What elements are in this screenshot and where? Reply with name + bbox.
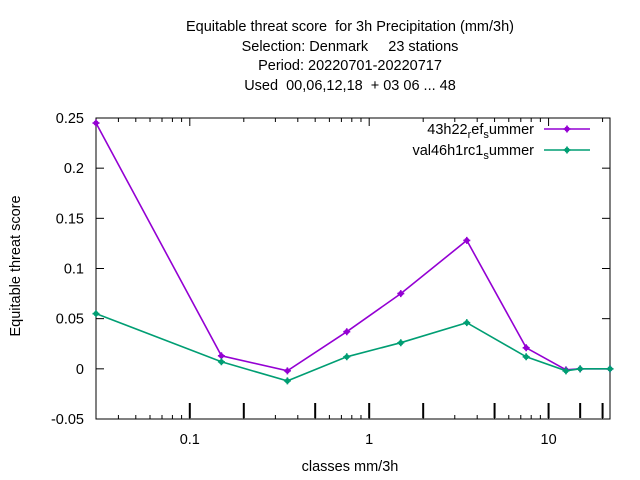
data-point-cross <box>606 365 614 373</box>
data-point-cross <box>563 125 571 133</box>
y-tick-label: 0.25 <box>56 111 84 127</box>
data-point-cross <box>576 365 584 373</box>
data-point-cross <box>283 377 291 385</box>
legend-entry: val46h1rc1summer <box>412 143 590 162</box>
data-point-cross <box>92 119 100 127</box>
y-tick-label: 0.1 <box>64 262 84 278</box>
title-line-1: Equitable threat score for 3h Precipitat… <box>185 19 514 35</box>
legend: 43h22refsummer val46h1rc1summer <box>412 122 590 162</box>
y-tick-label: 0.15 <box>56 211 84 227</box>
data-point-cross <box>562 367 570 375</box>
data-point-cross <box>522 353 530 361</box>
series-line <box>95 312 610 382</box>
chart-title: Equitable threat score for 3h Precipitat… <box>0 18 640 96</box>
title-line-2: Selection: Denmark 23 stations <box>241 38 459 55</box>
x-tick-label: 1 <box>365 432 373 448</box>
series-layer <box>92 119 614 385</box>
y-tick-label: -0.05 <box>51 412 84 428</box>
legend-label: val46h1rc1summer <box>412 143 534 162</box>
x-axis-label: classes mm/3h <box>302 459 399 475</box>
data-point-cross <box>463 319 471 327</box>
legend-entry: 43h22refsummer <box>427 122 590 141</box>
title-line-4: Used 00,06,12,18 + 03 06 ... 48 <box>244 77 456 94</box>
data-point-cross <box>92 310 100 318</box>
axes: -0.05 0 0.05 0.1 0.15 0.2 0.25 0.1 1 10 <box>51 111 611 448</box>
data-point-cross <box>397 290 405 298</box>
data-point-cross <box>343 353 351 361</box>
data-point-cross <box>343 328 351 336</box>
legend-label: 43h22refsummer <box>427 122 534 141</box>
data-point-cross <box>217 358 225 366</box>
y-axis-label: Equitable threat score <box>8 195 24 336</box>
y-tick-label: 0 <box>76 362 84 378</box>
x-tick-label: 0.1 <box>180 432 200 448</box>
plot-frame <box>95 117 611 420</box>
series-43h22_ref_summer <box>92 119 614 375</box>
data-point-cross <box>397 339 405 347</box>
data-point-cross <box>217 352 225 360</box>
series-line <box>95 122 610 372</box>
x-tick-label: 10 <box>541 432 557 448</box>
series-val46h1rc1_summer <box>92 310 614 385</box>
y-tick-label: 0.2 <box>64 161 84 177</box>
data-point-cross <box>563 146 571 154</box>
y-tick-label: 0.05 <box>56 312 84 328</box>
data-point-cross <box>283 367 291 375</box>
title-line-3: Period: 20220701-20220717 <box>258 58 442 74</box>
data-point-cross <box>463 236 471 244</box>
data-point-cross <box>522 344 530 352</box>
